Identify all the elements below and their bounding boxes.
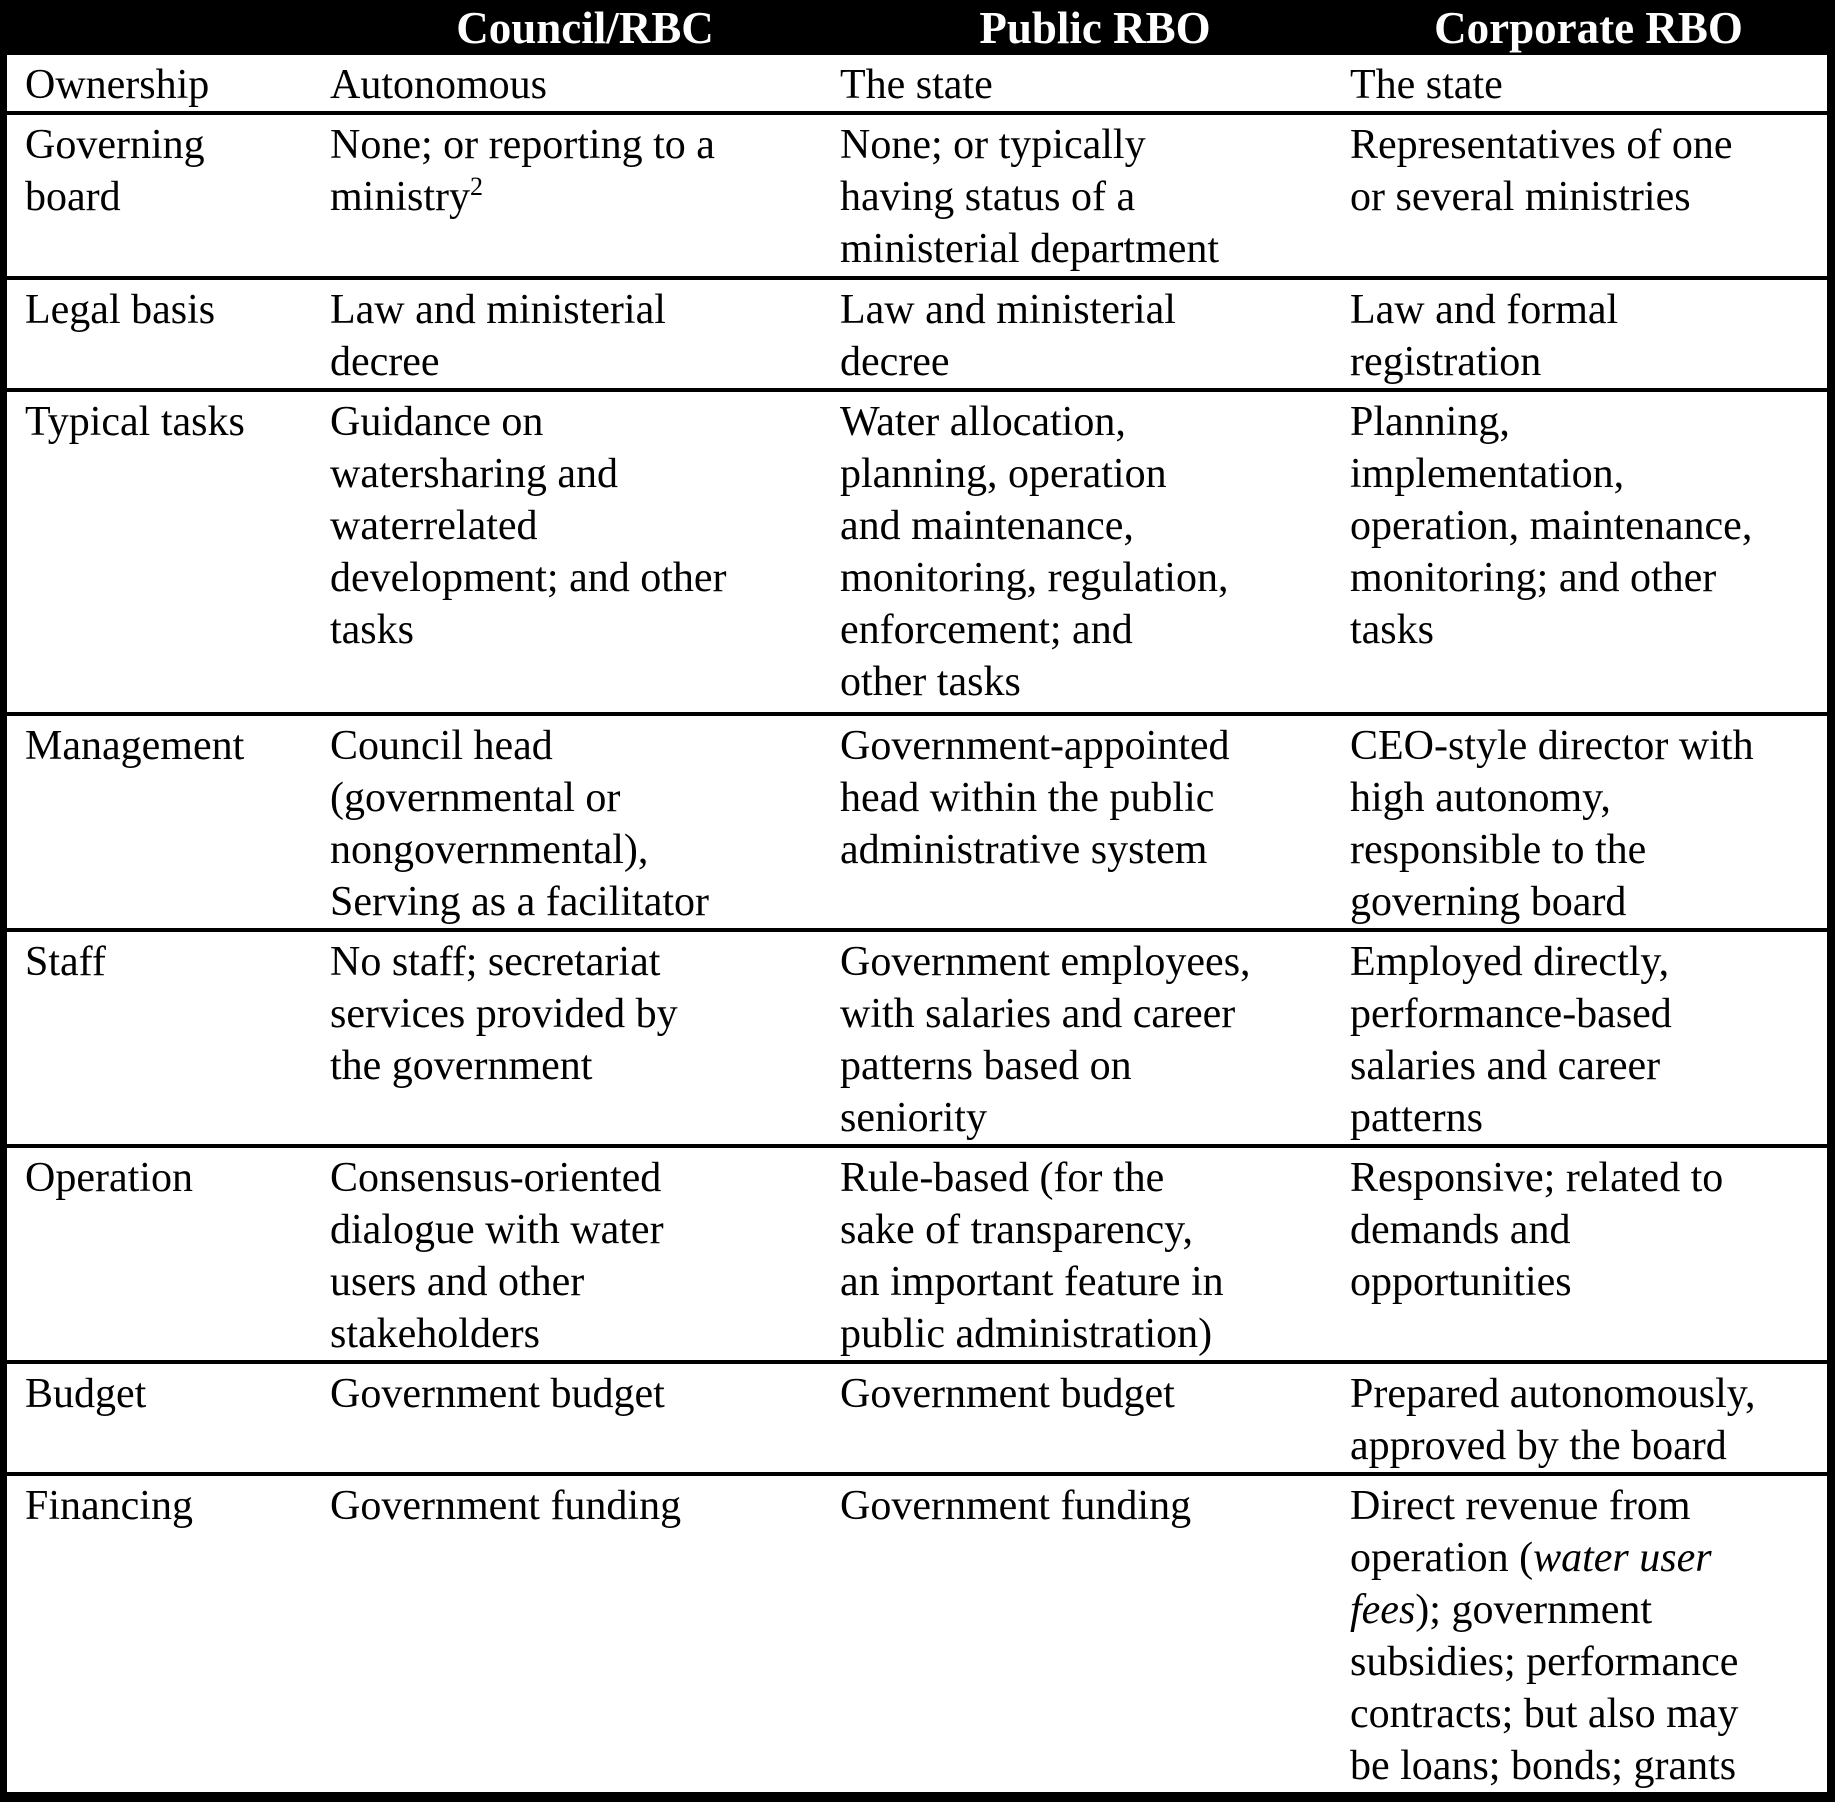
cell-financing-public: Government funding bbox=[840, 1483, 1192, 1529]
table-row-governing-board: Governing board None; or reporting to a … bbox=[7, 115, 1827, 280]
cell-legal-basis-council: Law and ministerial decree bbox=[330, 287, 666, 385]
table-header-row: Council/RBC Public RBO Corporate RBO bbox=[7, 0, 1827, 55]
cell-financing-council: Government funding bbox=[330, 1483, 682, 1529]
cell-typical-tasks-public: Water allocation, planning, operation an… bbox=[840, 399, 1229, 705]
cell-operation-public: Rule-based (for the sake of transparency… bbox=[840, 1155, 1224, 1357]
cell-financing-corporate: Direct revenue from operation (water use… bbox=[1350, 1476, 1827, 1792]
cell-typical-tasks-corporate: Planning, implementation, operation, mai… bbox=[1350, 399, 1753, 653]
cell-budget-corporate: Prepared autonomously, approved by the b… bbox=[1350, 1371, 1756, 1469]
cell-management-corporate: CEO-style director with high autonomy, r… bbox=[1350, 723, 1754, 925]
table-row-staff: Staff No staff; secretariat services pro… bbox=[7, 932, 1827, 1148]
cell-budget-council: Government budget bbox=[330, 1371, 665, 1417]
cell-text: None; or reporting to a ministry bbox=[330, 122, 715, 220]
cell-staff-corporate: Employed directly, performance-based sal… bbox=[1350, 939, 1672, 1141]
cell-legal-basis-public: Law and ministerial decree bbox=[840, 287, 1176, 385]
table-row-financing: Financing Government funding Government … bbox=[7, 1476, 1827, 1792]
column-header-public-rbo: Public RBO bbox=[979, 2, 1211, 53]
cell-operation-council: Consensus-oriented dialogue with water u… bbox=[330, 1155, 664, 1357]
row-label-typical-tasks: Typical tasks bbox=[25, 399, 245, 445]
row-label-operation: Operation bbox=[25, 1155, 193, 1201]
cell-staff-public: Government employees, with salaries and … bbox=[840, 939, 1251, 1141]
row-label-ownership: Ownership bbox=[25, 62, 210, 108]
cell-operation-corporate: Responsive; related to demands and oppor… bbox=[1350, 1155, 1724, 1305]
row-label-management: Management bbox=[25, 723, 245, 769]
table-row-operation: Operation Consensus-oriented dialogue wi… bbox=[7, 1148, 1827, 1364]
cell-budget-public: Government budget bbox=[840, 1371, 1175, 1417]
financing-italic-water-user-fees: water user fees bbox=[1350, 1535, 1712, 1633]
table-row-budget: Budget Government budget Government budg… bbox=[7, 1364, 1827, 1476]
cell-legal-basis-corporate: Law and formal registration bbox=[1350, 287, 1619, 385]
cell-text: Direct revenue from operation ( bbox=[1350, 1483, 1691, 1581]
row-label-financing: Financing bbox=[25, 1483, 193, 1529]
cell-typical-tasks-council: Guidance on watersharing and waterrelate… bbox=[330, 399, 727, 653]
cell-staff-council: No staff; secretariat services provided … bbox=[330, 939, 678, 1089]
cell-management-public: Government-appointed head within the pub… bbox=[840, 723, 1230, 873]
cell-ownership-corporate: The state bbox=[1350, 62, 1503, 108]
column-header-corporate-rbo: Corporate RBO bbox=[1434, 2, 1743, 53]
table-row-legal-basis: Legal basis Law and ministerial decree L… bbox=[7, 280, 1827, 392]
footnote-marker: 2 bbox=[470, 172, 484, 201]
cell-text: ); government subsidies; performance con… bbox=[1350, 1587, 1739, 1789]
row-label-governing-board: Governing board bbox=[25, 122, 205, 220]
cell-ownership-council: Autonomous bbox=[330, 62, 548, 108]
column-header-council-rbc: Council/RBC bbox=[456, 2, 714, 53]
table-row-ownership: Ownership Autonomous The state The state bbox=[7, 55, 1827, 115]
cell-governing-board-public: None; or typically having status of a mi… bbox=[840, 122, 1220, 272]
cell-ownership-public: The state bbox=[840, 62, 993, 108]
cell-governing-board-corporate: Representatives of one or several minist… bbox=[1350, 122, 1733, 220]
row-label-budget: Budget bbox=[25, 1371, 147, 1417]
row-label-staff: Staff bbox=[25, 939, 106, 985]
table-row-typical-tasks: Typical tasks Guidance on watersharing a… bbox=[7, 392, 1827, 716]
cell-governing-board-council: None; or reporting to a ministry2 bbox=[330, 115, 840, 223]
table-row-management: Management Council head (governmental or… bbox=[7, 716, 1827, 932]
cell-management-council: Council head (governmental or nongovernm… bbox=[330, 723, 710, 925]
row-label-legal-basis: Legal basis bbox=[25, 287, 216, 333]
